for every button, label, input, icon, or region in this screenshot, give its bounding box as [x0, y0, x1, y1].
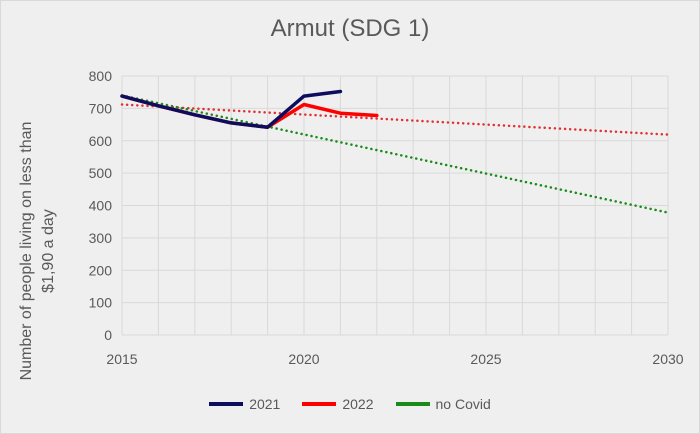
legend-label: 2022: [342, 396, 374, 412]
series-line-2021: [120, 89, 343, 129]
legend-item: no Covid: [395, 396, 491, 412]
y-tick-label: 200: [89, 262, 113, 278]
trendline: [120, 103, 670, 136]
y-tick-label: 0: [104, 327, 112, 343]
x-tick-label: 2020: [288, 351, 319, 367]
x-tick-label: 2030: [652, 351, 683, 367]
legend-swatch: [209, 402, 244, 406]
trendlines: [120, 103, 670, 136]
y-tick-label: 500: [89, 165, 113, 181]
legend-item: 2022: [302, 396, 374, 412]
series-line-no-covid: [120, 94, 670, 214]
x-tick-labels: 2015 2020 2025 2030: [106, 351, 683, 367]
legend-item: 2021: [209, 396, 280, 412]
chart-title: Armut (SDG 1): [270, 15, 430, 42]
y-tick-label: 600: [89, 133, 113, 149]
legend-label: no Covid: [435, 396, 491, 412]
x-tick-label: 2025: [470, 351, 501, 367]
legend-swatch: [302, 402, 337, 406]
y-tick-label: 800: [89, 68, 113, 84]
y-tick-label: 100: [89, 295, 113, 311]
y-tick-label: 700: [89, 100, 113, 116]
y-tick-label: 400: [89, 198, 113, 214]
grid-lines: [121, 75, 669, 336]
series-lines: [120, 89, 670, 214]
y-tick-labels: 0 100 200 300 400 500 600 700 800: [89, 68, 113, 343]
x-tick-label: 2015: [106, 351, 137, 367]
y-tick-label: 300: [89, 230, 113, 246]
legend-label: 2021: [249, 396, 281, 412]
chart-legend: 2021 2022 no Covid: [1, 396, 699, 412]
legend-swatch: [395, 402, 430, 406]
